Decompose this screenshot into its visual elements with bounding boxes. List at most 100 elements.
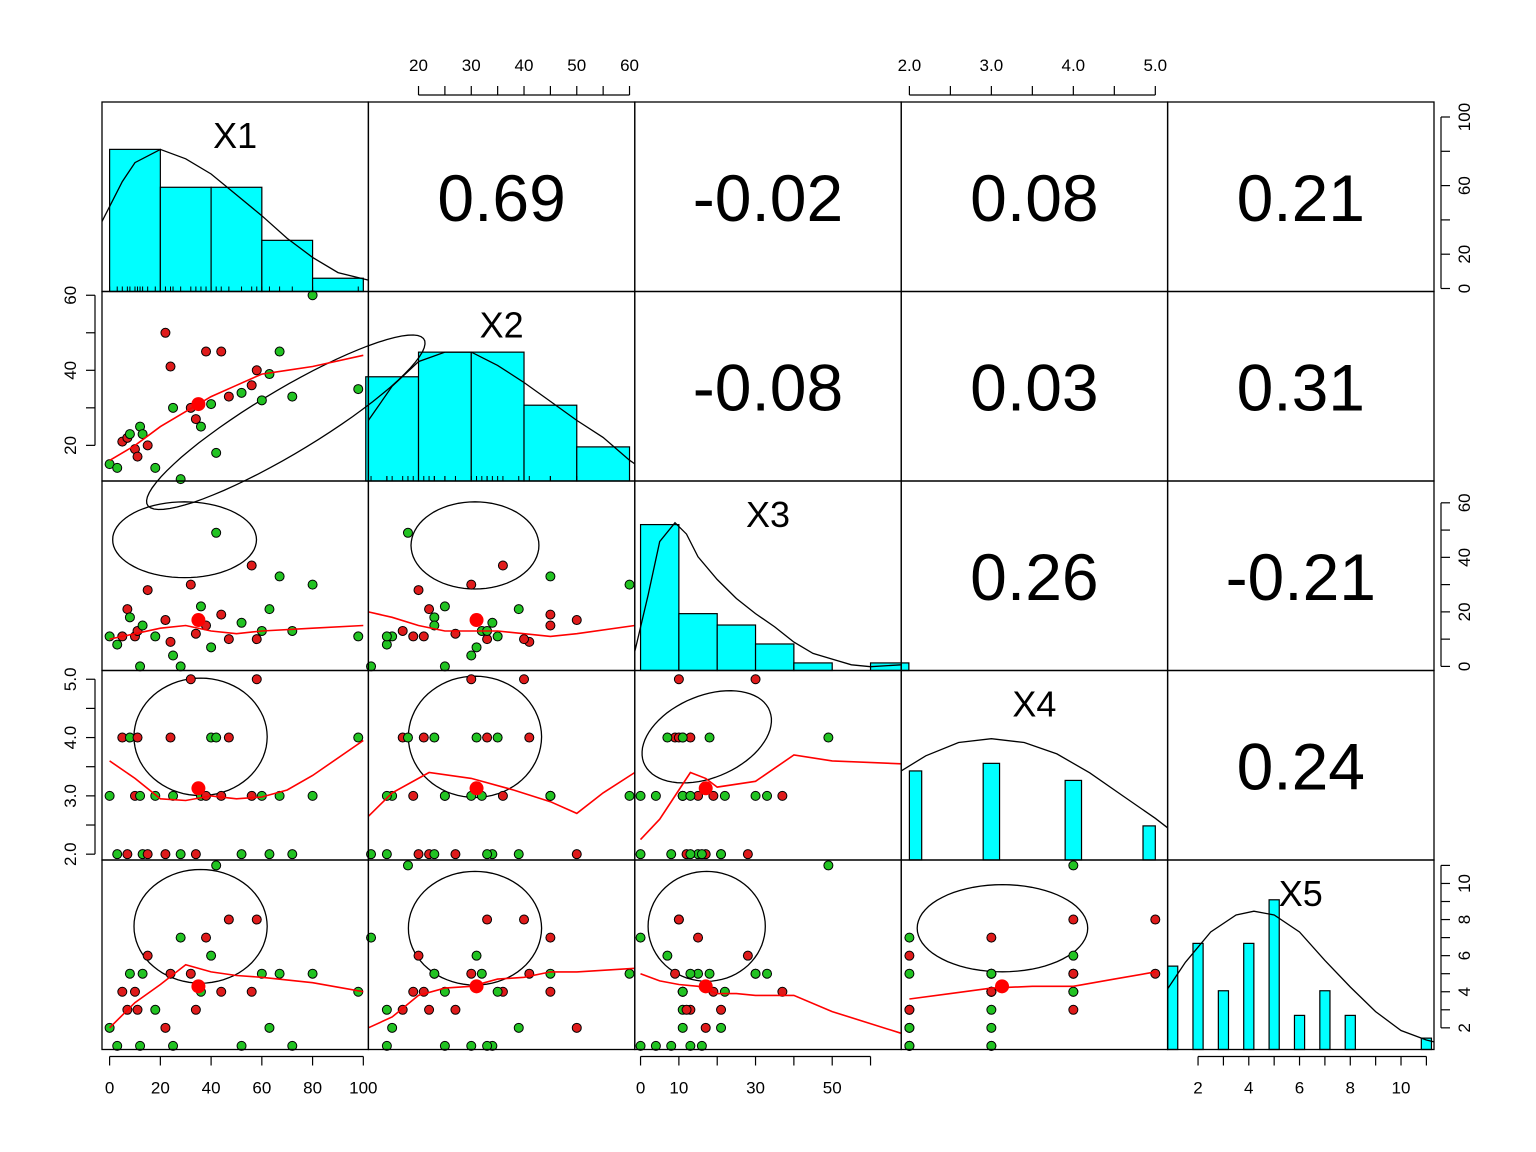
- histogram-bar: [1166, 965, 1179, 1051]
- data-point: [466, 1040, 477, 1051]
- tick-label: 40: [1455, 548, 1474, 567]
- correlation-ellipse: [133, 677, 268, 797]
- data-point: [482, 849, 493, 860]
- data-point: [124, 429, 135, 440]
- data-point: [685, 1040, 696, 1051]
- data-point: [397, 1004, 408, 1015]
- correlation-ellipse: [410, 501, 540, 590]
- histogram-bar: [470, 351, 525, 482]
- data-point: [129, 986, 140, 997]
- data-point: [823, 860, 834, 871]
- data-point: [381, 790, 392, 801]
- histogram-bar: [576, 446, 631, 482]
- data-point: [160, 1022, 171, 1033]
- correlation-value: 0.08: [970, 161, 1098, 235]
- data-point: [287, 625, 298, 636]
- tick-label: 50: [823, 1079, 842, 1098]
- data-point: [429, 968, 440, 979]
- data-point: [246, 986, 257, 997]
- data-point: [274, 571, 285, 582]
- data-point: [408, 790, 419, 801]
- data-point: [696, 1040, 707, 1051]
- tick-label: 8: [1455, 915, 1474, 924]
- data-point: [236, 849, 247, 860]
- data-point: [137, 620, 148, 631]
- loess-smoother: [109, 354, 364, 462]
- data-point: [150, 1004, 161, 1015]
- data-point: [685, 790, 696, 801]
- tick-label: 30: [746, 1079, 765, 1098]
- data-point: [165, 732, 176, 743]
- density-curve: [367, 351, 636, 465]
- correlation-value: 0.31: [1237, 350, 1365, 424]
- data-point: [195, 421, 206, 432]
- data-point: [681, 1004, 692, 1015]
- tick-label: 4.0: [1062, 56, 1086, 75]
- data-point: [402, 527, 413, 538]
- tick-label: 4: [1455, 987, 1474, 996]
- data-point: [670, 968, 681, 979]
- correlation-value: 0.03: [970, 350, 1098, 424]
- correlation-value: 0.21: [1237, 161, 1365, 235]
- data-point: [381, 849, 392, 860]
- data-point: [112, 1040, 123, 1051]
- data-point: [251, 914, 262, 925]
- data-point: [742, 950, 753, 961]
- data-point: [132, 732, 143, 743]
- data-point: [353, 631, 364, 642]
- data-point: [439, 1040, 450, 1051]
- data-point: [696, 849, 707, 860]
- data-point: [750, 790, 761, 801]
- data-point: [777, 790, 788, 801]
- histogram-bar: [793, 662, 833, 672]
- data-point: [545, 571, 556, 582]
- data-point: [287, 849, 298, 860]
- data-point: [216, 986, 227, 997]
- data-point: [117, 986, 128, 997]
- tick-label: 10: [669, 1079, 688, 1098]
- data-point: [206, 950, 217, 961]
- tick-label: 100: [1455, 103, 1474, 131]
- data-point: [307, 790, 318, 801]
- tick-label: 5.0: [61, 667, 80, 691]
- data-point: [175, 661, 186, 672]
- data-point: [124, 612, 135, 623]
- scatter-panel-x3-vs-x2: [366, 501, 635, 672]
- data-point: [524, 732, 535, 743]
- tick-label: 10: [1455, 874, 1474, 893]
- data-point: [497, 790, 508, 801]
- data-point: [904, 1040, 915, 1051]
- data-point: [256, 968, 267, 979]
- data-point: [150, 631, 161, 642]
- data-point: [307, 290, 318, 301]
- tick-label: 4: [1244, 1079, 1253, 1098]
- data-point: [904, 1022, 915, 1033]
- data-point: [1150, 914, 1161, 925]
- data-point: [716, 1022, 727, 1033]
- mean-point: [995, 979, 1010, 994]
- scatter-panel-x4-vs-x1: [104, 674, 364, 860]
- data-point: [381, 1040, 392, 1051]
- data-point: [175, 474, 186, 485]
- histogram-bar: [109, 148, 161, 293]
- tick-label: 80: [303, 1079, 322, 1098]
- histogram-bar: [159, 186, 212, 293]
- data-point: [471, 732, 482, 743]
- data-point: [190, 849, 201, 860]
- tick-label: 4.0: [61, 726, 80, 750]
- data-point: [137, 429, 148, 440]
- data-point: [223, 634, 234, 645]
- data-point: [418, 732, 429, 743]
- variable-label: X2: [480, 305, 524, 346]
- data-point: [251, 674, 262, 685]
- data-point: [142, 440, 153, 451]
- tick-label: 2: [1193, 1079, 1202, 1098]
- data-point: [497, 560, 508, 571]
- scatter-panel-x3-vs-x1: [104, 501, 364, 672]
- data-point: [986, 1004, 997, 1015]
- data-point: [429, 849, 440, 860]
- mean-point: [469, 979, 484, 994]
- data-point: [662, 950, 673, 961]
- tick-label: 60: [61, 286, 80, 305]
